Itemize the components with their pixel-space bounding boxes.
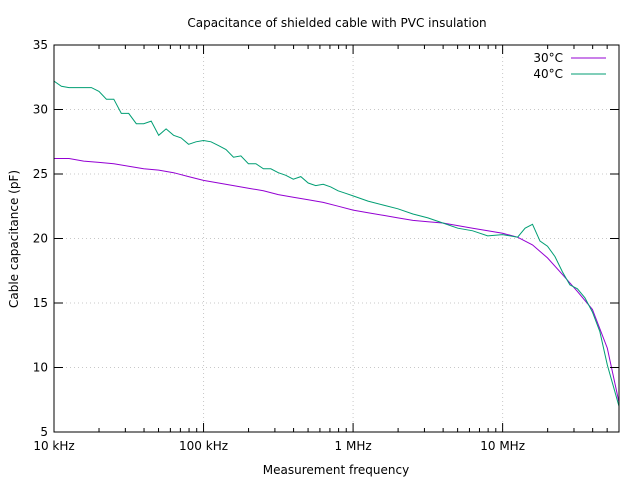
series-line-1 [54,158,620,403]
legend-label: 30°C [533,51,563,65]
y-tick-label: 20 [33,232,48,246]
y-axis-label: Cable capacitance (pF) [7,170,21,308]
series-layer [53,80,620,407]
x-tick-label: 10 kHz [33,439,74,453]
legend-label: 40°C [533,67,563,81]
series-line-2 [53,80,620,407]
y-tick-label: 5 [40,425,48,439]
x-axis-label: Measurement frequency [263,463,409,477]
y-tick-label: 25 [33,167,48,181]
x-axis: 10 kHz 100 kHz 1 MHz 10 MHz [33,45,608,453]
y-tick-label: 35 [33,38,48,52]
y-tick-label: 10 [33,361,48,375]
x-tick-label: 10 MHz [480,439,525,453]
y-tick-label: 15 [33,296,48,310]
legend: 30°C 40°C [533,51,606,81]
y-tick-label: 30 [33,103,48,117]
chart-title: Capacitance of shielded cable with PVC i… [187,16,486,30]
x-tick-label: 100 kHz [179,439,228,453]
grid [54,45,619,432]
y-axis: 5 10 15 20 25 30 35 [33,38,619,439]
x-tick-label: 1 MHz [335,439,372,453]
